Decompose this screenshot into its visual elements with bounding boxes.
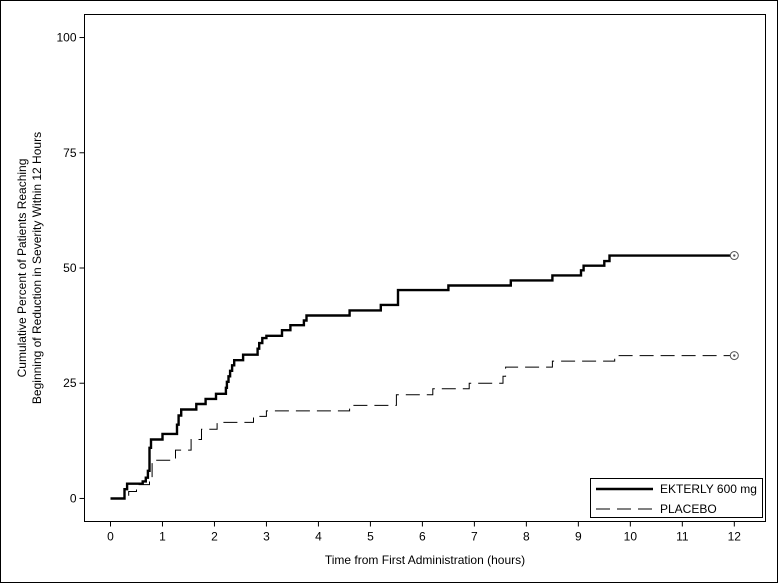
x-tick-label: 7 [471,530,478,544]
x-tick-label: 9 [575,530,582,544]
series-line-placebo [110,355,735,499]
x-tick-label: 0 [107,530,114,544]
x-tick-label: 6 [419,530,426,544]
y-axis: 0 25 50 75 100 [56,31,85,505]
y-tick-label: 25 [63,376,77,390]
x-tick-label: 5 [367,530,374,544]
y-tick-label: 75 [63,146,77,160]
legend: EKTERLY 600 mg PLACEBO [590,478,763,518]
x-tick-label: 8 [523,530,530,544]
x-tick-label: 10 [624,530,638,544]
y-axis-label-line-2: Beginning of Reduction in Severity Withi… [30,132,44,404]
x-axis: 0 1 2 3 4 5 6 7 8 9 10 11 12 [107,521,742,544]
x-tick-label: 12 [728,530,742,544]
x-tick-label: 11 [676,530,689,544]
y-tick-label: 50 [63,261,77,275]
y-tick-label: 0 [70,491,77,505]
series-layer [110,251,739,500]
legend-label-placebo: PLACEBO [660,502,717,516]
legend-label-ekterly: EKTERLY 600 mg [660,482,757,496]
y-tick-label: 100 [56,31,76,45]
legend-box [590,478,763,518]
y-axis-label: Cumulative Percent of Patients Reaching … [15,132,44,404]
x-tick-label: 3 [263,530,270,544]
x-axis-label: Time from First Administration (hours) [325,553,525,567]
x-tick-label: 2 [211,530,218,544]
series-line-ekterly [110,254,735,500]
x-tick-label: 1 [159,530,166,544]
y-axis-label-line-1: Cumulative Percent of Patients Reaching [15,159,29,378]
x-tick-label: 4 [315,530,322,544]
censor-marker-dot [733,354,736,357]
censor-marker-dot [733,254,736,257]
